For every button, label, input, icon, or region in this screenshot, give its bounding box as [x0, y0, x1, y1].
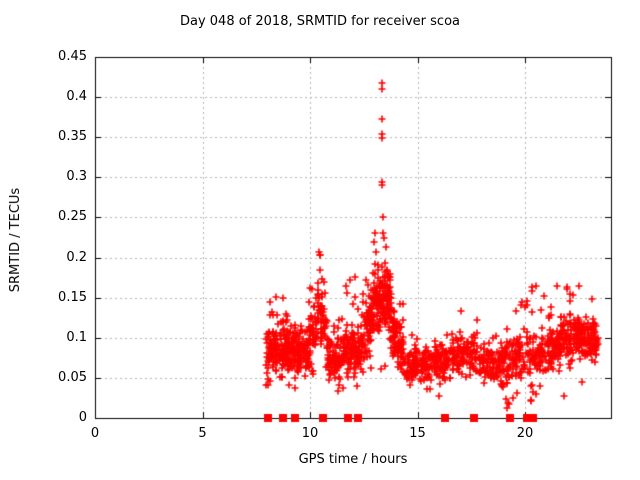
x-tick-label: 10 — [301, 426, 319, 441]
y-tick-label: 0.1 — [66, 329, 87, 345]
y-tick-label: 0.15 — [58, 289, 87, 305]
chart-title: Day 048 of 2018, SRMTID for receiver sco… — [179, 14, 460, 29]
x-tick-label: 5 — [198, 426, 207, 441]
y-tick-label: 0.4 — [66, 89, 87, 105]
y-tick-label: 0 — [78, 410, 87, 425]
y-tick-label: 0.2 — [66, 249, 87, 265]
y-tick-label: 0.35 — [58, 129, 87, 145]
y-tick-label: 0.45 — [58, 49, 87, 64]
y-axis-label: SRMTID / TECUs — [8, 187, 23, 293]
y-tick-label: 0.05 — [58, 369, 87, 385]
y-tick-label: 0.25 — [58, 209, 87, 225]
x-tick-label: 15 — [409, 426, 426, 441]
x-tick-label: 0 — [90, 426, 100, 441]
y-tick-label: 0.3 — [66, 169, 87, 185]
x-tick-label: 20 — [516, 426, 534, 441]
x-axis-label: GPS time / hours — [298, 452, 408, 467]
